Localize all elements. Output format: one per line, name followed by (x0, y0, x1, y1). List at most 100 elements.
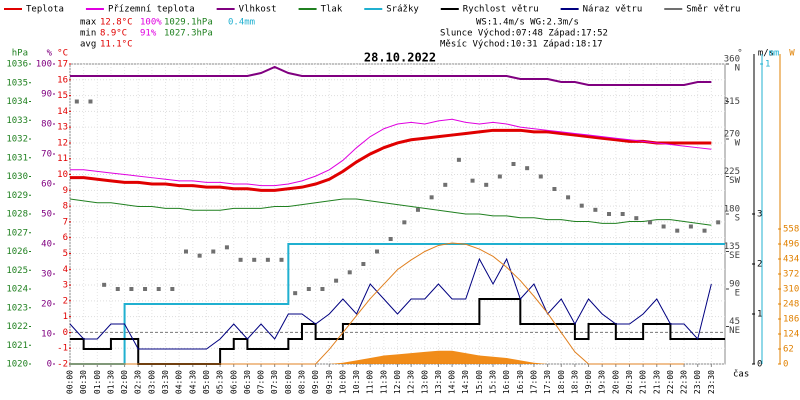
wind-direction-point (265, 257, 270, 262)
wind-direction-point (224, 245, 229, 250)
x-tick-label: 04:00 (175, 370, 184, 394)
wind-direction-point (634, 216, 639, 221)
legend-label: Tlak (321, 5, 343, 15)
x-axis-label: čas (733, 369, 749, 380)
y-tick-label: 0 (783, 360, 788, 370)
y-tick-label: 50 (41, 210, 52, 220)
wind-direction-point (716, 220, 721, 225)
y-tick-label: 7 (63, 217, 68, 227)
y-tick-label: 15 (57, 91, 68, 101)
wind-direction-point (402, 220, 407, 225)
x-tick-label: 17:30 (543, 370, 552, 394)
x-tick-label: 21:00 (639, 370, 648, 394)
x-tick-label: 13:00 (420, 370, 429, 394)
series-line (70, 65, 712, 86)
y-tick-label: 4 (63, 265, 68, 275)
series-line (70, 243, 725, 365)
axis-unit: ° (737, 49, 742, 59)
stat-value: 1029.1hPa (164, 18, 213, 28)
x-tick-label: 19:00 (584, 370, 593, 394)
wind-direction-point (238, 257, 243, 262)
wind-direction-point (443, 182, 448, 187)
y-tick-label: 45 (729, 317, 740, 327)
stat-value: 11.1°C (100, 40, 133, 50)
wind-direction-point (470, 178, 475, 183)
axis-unit: mm (769, 49, 780, 59)
y-tick-label: 360 (724, 55, 740, 65)
y-tick-label: 100 (36, 60, 52, 70)
x-tick-label: 00:00 (66, 370, 75, 394)
legend-label: Přízemní teplota (108, 5, 195, 15)
x-tick-label: 12:30 (407, 370, 416, 394)
y-tick-label: 310 (783, 285, 799, 295)
y-tick-label: -1 (57, 344, 68, 354)
x-tick-label: 22:00 (666, 370, 675, 394)
y-tick-label: 1 (757, 310, 762, 320)
y-tick-label: NE (729, 326, 740, 336)
y-tick-label: 248 (783, 300, 799, 310)
series-line (70, 242, 685, 365)
x-tick-label: 01:30 (106, 370, 115, 394)
wind-direction-point (129, 287, 134, 291)
y-tick-label: 16 (57, 75, 68, 85)
wind-direction-point (456, 157, 461, 162)
wind-direction-point (334, 278, 339, 283)
y-tick-label: 0 (47, 360, 52, 370)
y-tick-label: 1024 (6, 285, 28, 295)
wind-direction-point (156, 287, 161, 291)
y-tick-label: 62 (783, 345, 794, 355)
wind-direction-point (88, 99, 93, 104)
stat-value: 8.9°C (100, 29, 127, 39)
y-tick-label: SW (729, 176, 740, 186)
y-tick-label: 315 (724, 97, 740, 107)
x-tick-label: 12:00 (393, 370, 402, 394)
y-tick-label: SE (729, 251, 740, 261)
x-tick-label: 17:00 (529, 370, 538, 394)
y-tick-label: 13 (57, 123, 68, 133)
series-line (69, 257, 712, 350)
info-text: WS:1.4m/s WG:2.3m/s (476, 18, 579, 28)
y-tick-label: 1034 (6, 97, 28, 107)
y-tick-label: 1 (765, 60, 770, 70)
y-tick-label: 1032 (6, 135, 28, 145)
y-tick-label: S (735, 214, 740, 224)
y-tick-label: 0 (63, 328, 68, 338)
x-tick-label: 11:00 (366, 370, 375, 394)
x-tick-label: 18:00 (557, 370, 566, 394)
stat-label: avg (80, 40, 96, 50)
x-tick-label: 09:00 (311, 370, 320, 394)
x-tick-label: 03:00 (147, 370, 156, 394)
y-tick-label: 3 (63, 281, 68, 291)
x-tick-label: 08:00 (284, 370, 293, 394)
x-tick-label: 15:30 (489, 370, 498, 394)
y-tick-label: 12 (57, 138, 68, 148)
x-tick-label: 07:30 (270, 370, 279, 394)
y-tick-label: 1033 (6, 116, 28, 126)
y-tick-label: 3 (757, 210, 762, 220)
y-tick-label: E (735, 289, 740, 299)
wind-direction-point (511, 162, 516, 166)
y-tick-label: 1031 (6, 153, 28, 163)
y-tick-label: -2 (57, 360, 68, 370)
axis-unit: hPa (12, 49, 28, 59)
y-tick-label: 60 (41, 180, 52, 190)
wind-direction-point (497, 174, 502, 179)
y-tick-label: 496 (783, 240, 799, 250)
y-tick-label: 1022 (6, 322, 28, 332)
y-tick-label: 90 (41, 90, 52, 100)
series-line (70, 118, 712, 187)
y-tick-label: 186 (783, 315, 799, 325)
wind-direction-point (293, 291, 298, 296)
wind-direction-point (675, 228, 680, 233)
x-tick-label: 21:30 (652, 370, 661, 394)
wind-direction-point (552, 187, 557, 191)
series-line (70, 128, 712, 192)
y-tick-label: 6 (63, 233, 68, 243)
y-tick-label: 1021 (6, 341, 28, 351)
y-tick-label: 2 (757, 260, 762, 270)
axis-unit: °C (57, 49, 68, 59)
y-tick-label: 20 (41, 300, 52, 310)
wind-direction-point (170, 287, 175, 291)
y-tick-label: 372 (783, 270, 799, 280)
